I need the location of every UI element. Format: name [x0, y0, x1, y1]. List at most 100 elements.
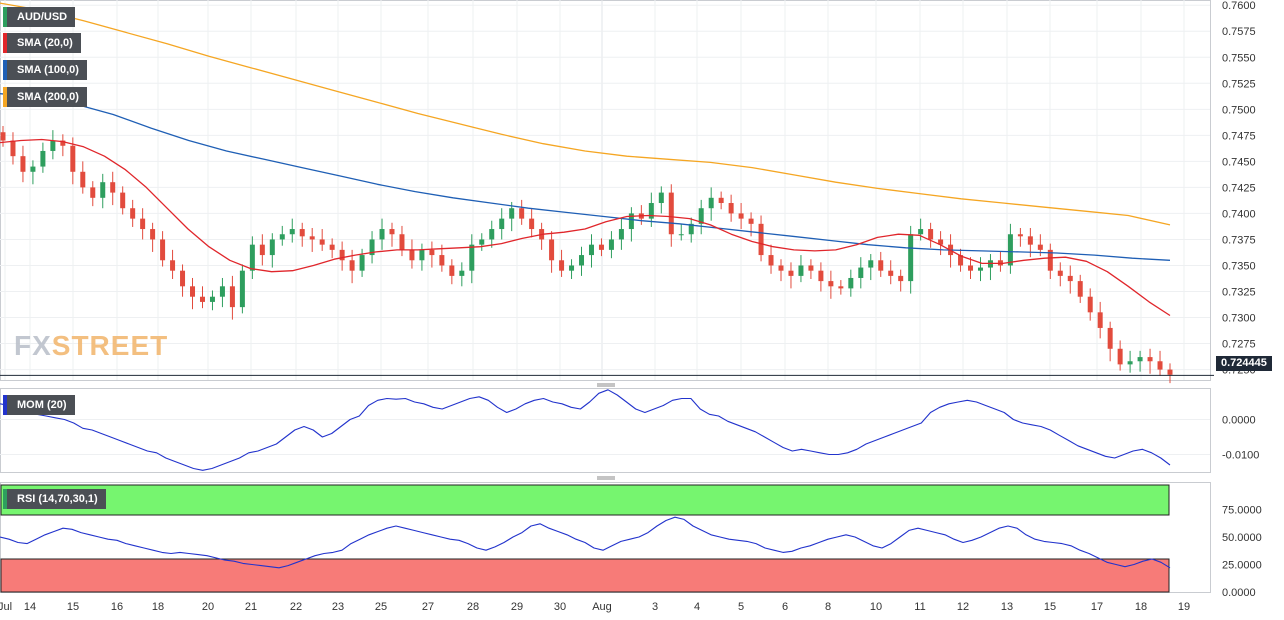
candle-body — [90, 187, 96, 198]
candle-body — [1167, 369, 1173, 375]
x-tick-label: 17 — [1091, 601, 1103, 613]
x-tick-label: 27 — [422, 601, 434, 613]
candle-body — [1107, 327, 1113, 349]
candle-body — [658, 192, 664, 204]
candle-body — [319, 239, 325, 245]
y-tick-label: 0.7325 — [1222, 287, 1256, 299]
candle-body — [219, 286, 225, 297]
candle-body — [419, 249, 425, 261]
candlesticks — [0, 125, 1173, 384]
candle-body — [808, 265, 814, 271]
rsi-overbought-zone — [0, 484, 1170, 516]
candle-body — [549, 239, 555, 261]
x-tick-label: 14 — [24, 601, 36, 613]
candle-body — [209, 296, 215, 302]
sma20-line — [0, 138, 1171, 317]
candle-body — [698, 208, 704, 224]
x-tick-label: 4 — [694, 601, 700, 613]
x-tick-label: 19 — [1178, 601, 1190, 613]
candle-body — [100, 182, 106, 198]
candle-body — [968, 265, 974, 271]
candle-body — [389, 229, 395, 235]
x-tick-label: 28 — [467, 601, 479, 613]
x-tick-label: 13 — [1001, 601, 1013, 613]
mom-line — [0, 389, 1171, 471]
legend-rsi: RSI (14,70,30,1) — [3, 489, 106, 509]
candle-body — [579, 255, 585, 266]
candle-body — [439, 255, 445, 266]
candle-body — [269, 239, 275, 256]
candle-body — [778, 265, 784, 271]
y-tick-label: 0.7575 — [1222, 26, 1256, 38]
candle-body — [938, 239, 944, 245]
candle-body — [918, 229, 924, 235]
candle-body — [60, 140, 66, 146]
candle-body — [768, 255, 774, 266]
x-tick-label: 30 — [554, 601, 566, 613]
candle-body — [349, 260, 355, 271]
y-tick-label: 0.7550 — [1222, 52, 1256, 64]
series-lines — [0, 2, 1214, 569]
candle-body — [180, 270, 186, 287]
y-tick-label: 0.7350 — [1222, 260, 1256, 272]
candle-body — [888, 270, 894, 276]
legend-sma20: SMA (20,0) — [3, 33, 81, 53]
candle-body — [1067, 275, 1073, 282]
x-tick-label: 23 — [332, 601, 344, 613]
y-tick-label: 0.7525 — [1222, 78, 1256, 90]
x-tick-label: 18 — [152, 601, 164, 613]
candle-body — [329, 244, 335, 250]
rsi-y-tick-label: 0.0000 — [1222, 587, 1256, 599]
y-tick-label: 0.7275 — [1222, 339, 1256, 351]
candle-body — [309, 236, 315, 240]
x-tick-label: 15 — [1044, 601, 1056, 613]
rsi-y-tick-label: 25.0000 — [1222, 560, 1262, 572]
candle-body — [239, 270, 245, 308]
y-tick-label: 0.7600 — [1222, 0, 1256, 12]
candle-body — [399, 234, 405, 250]
candle-body — [958, 255, 964, 266]
candle-body — [598, 244, 604, 250]
candle-body — [20, 156, 26, 172]
candle-body — [1137, 357, 1143, 362]
candle-body — [459, 270, 465, 276]
candle-body — [249, 244, 255, 271]
candle-body — [279, 234, 285, 240]
candle-body — [10, 140, 16, 157]
candle-body — [160, 239, 166, 261]
candle-body — [259, 244, 265, 256]
candle-body — [1017, 234, 1023, 237]
candle-body — [728, 203, 734, 214]
candle-body — [668, 192, 674, 235]
candle-body — [1007, 234, 1013, 266]
candle-body — [289, 229, 295, 235]
candle-body — [1097, 312, 1103, 328]
candle-body — [1147, 357, 1153, 362]
x-tick-label: 5 — [738, 601, 744, 613]
candle-body — [588, 244, 594, 256]
candle-body — [0, 132, 6, 141]
candle-body — [898, 275, 904, 282]
candle-body — [509, 208, 515, 219]
candle-body — [818, 270, 824, 282]
x-tick-label: 29 — [511, 601, 523, 613]
panel-border-1 — [0, 388, 1211, 473]
x-tick-label: 6 — [782, 601, 788, 613]
candle-body — [748, 218, 754, 224]
x-tick-label: 3 — [652, 601, 658, 613]
mom-y-tick-label: -0.0100 — [1222, 450, 1259, 462]
candle-body — [190, 286, 196, 297]
legend-sma200: SMA (200,0) — [3, 87, 87, 107]
sma100-line — [0, 93, 1171, 261]
candle-body — [469, 244, 475, 271]
rsi-line — [0, 516, 1171, 569]
axes: Jul 14 15 16 18 20 21 22 23 25 27 28 29 30 Aug 3 4 5 6 8 10 1… — [0, 0, 1262, 613]
x-tick-label: 8 — [825, 601, 831, 613]
legend-symbol: AUD/USD — [3, 7, 76, 27]
candle-body — [449, 265, 455, 276]
candle-body — [379, 229, 385, 240]
candle-body — [708, 197, 714, 209]
y-tick-label: 0.7450 — [1222, 156, 1256, 168]
rsi-oversold-zone — [0, 558, 1170, 593]
candle-body — [529, 218, 535, 230]
